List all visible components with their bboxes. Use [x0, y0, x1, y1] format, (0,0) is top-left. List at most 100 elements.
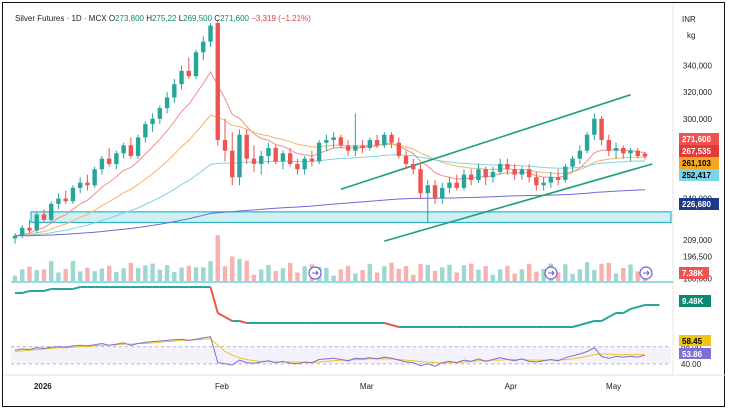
arrow-right-icon	[643, 270, 650, 276]
volume-bar	[215, 235, 220, 281]
rsi-line	[14, 336, 646, 367]
candle-body	[353, 145, 358, 151]
obv-segment	[572, 324, 581, 328]
candle-body	[483, 169, 488, 178]
candle-body	[49, 203, 54, 220]
candle-body	[41, 214, 47, 220]
candle-body	[251, 158, 257, 164]
volume-bar	[259, 269, 264, 281]
candle-body	[628, 150, 633, 154]
volume-bar	[85, 267, 90, 281]
high-label: H	[146, 14, 152, 23]
volume-bar	[447, 264, 452, 281]
candle-body	[606, 140, 611, 151]
ema-mid-line	[14, 114, 646, 237]
price-label-box	[679, 145, 719, 157]
volume-bar	[12, 275, 18, 281]
volume-bar	[353, 273, 358, 281]
candle-body	[179, 70, 184, 85]
candle-body	[85, 182, 90, 186]
candle-body	[338, 137, 344, 146]
volume-bar	[360, 270, 365, 281]
volume-bar	[41, 269, 47, 281]
volume-bar	[99, 268, 105, 281]
volume-bar	[280, 268, 286, 281]
rsi-tick-label: 68.00	[681, 343, 702, 352]
candle-body	[34, 214, 39, 231]
obv-segment	[391, 324, 400, 328]
candle-body	[287, 153, 293, 164]
volume-bar	[497, 269, 503, 281]
ema-fast-line	[14, 70, 646, 237]
candle-body	[360, 145, 365, 149]
candle-body	[186, 70, 191, 77]
volume-bar	[143, 265, 148, 281]
close-value: 271,600	[220, 14, 249, 23]
candle-body	[367, 140, 373, 149]
volume-bar	[237, 258, 242, 281]
candle-body	[345, 145, 351, 151]
volume-bar	[382, 266, 387, 281]
candle-body	[150, 118, 155, 125]
price-label: 261,103	[682, 159, 711, 168]
arrow-right-icon	[548, 270, 555, 276]
volume-bar	[150, 263, 155, 281]
candle-body	[548, 177, 554, 183]
candle-body	[70, 187, 76, 202]
candle-body	[592, 118, 597, 135]
candle-body	[201, 41, 206, 53]
time-tick-label: Apr	[505, 382, 518, 391]
volume-bar	[512, 273, 517, 281]
volume-bar	[389, 262, 394, 281]
candle-body	[222, 140, 228, 151]
rsi-label-box	[679, 348, 711, 359]
volume-bar	[201, 267, 206, 281]
candle-body	[599, 118, 604, 141]
candle-body	[27, 227, 32, 231]
volume-bar	[302, 266, 307, 281]
volume-bar	[577, 269, 583, 281]
candle-body	[143, 124, 148, 138]
obv-segment	[608, 312, 617, 318]
candle-body	[324, 140, 329, 143]
change-value: −3,319 (−1.21%)	[251, 14, 311, 23]
volume-bar	[411, 274, 416, 281]
volume-bar	[251, 274, 257, 281]
chart-header: Silver Futures · 1D · MCX O273,800 H275,…	[15, 14, 311, 23]
channel-lower-line	[384, 163, 653, 242]
candle-body	[440, 187, 445, 199]
arrow-right-icon	[312, 270, 319, 276]
open-label: O	[108, 14, 116, 23]
candle-body	[526, 169, 532, 178]
obv-segment	[630, 306, 639, 310]
candle-body	[635, 150, 640, 156]
volume-bar	[273, 270, 278, 281]
volume-bar	[584, 262, 590, 281]
candle-body	[193, 52, 199, 77]
price-tick-label: 196,500	[683, 252, 712, 261]
volume-bar	[34, 270, 39, 281]
candle-body	[432, 185, 438, 199]
candle-body	[555, 177, 561, 180]
volume-bar	[287, 262, 293, 281]
volume-bar	[106, 265, 112, 281]
volume-bar	[592, 270, 597, 281]
price-chart[interactable]: 340,000320,000300,000280,000240,000209,0…	[3, 3, 726, 408]
volume-bar	[606, 262, 611, 281]
candle-body	[389, 134, 394, 143]
volume-bar	[208, 261, 213, 281]
volume-bar	[541, 268, 546, 281]
volume-bar	[461, 265, 467, 281]
volume-bar	[374, 272, 380, 281]
price-label: 252,417	[682, 171, 711, 180]
candle-body	[20, 227, 25, 236]
candle-body	[454, 182, 459, 188]
price-label-box	[679, 157, 719, 169]
candle-body	[476, 169, 481, 180]
time-tick-label: Mar	[360, 382, 374, 391]
candle-body	[273, 148, 278, 162]
candle-body	[157, 108, 163, 119]
candle-body	[396, 142, 401, 156]
open-value: 273,800	[115, 14, 144, 23]
volume-bar	[135, 268, 141, 281]
